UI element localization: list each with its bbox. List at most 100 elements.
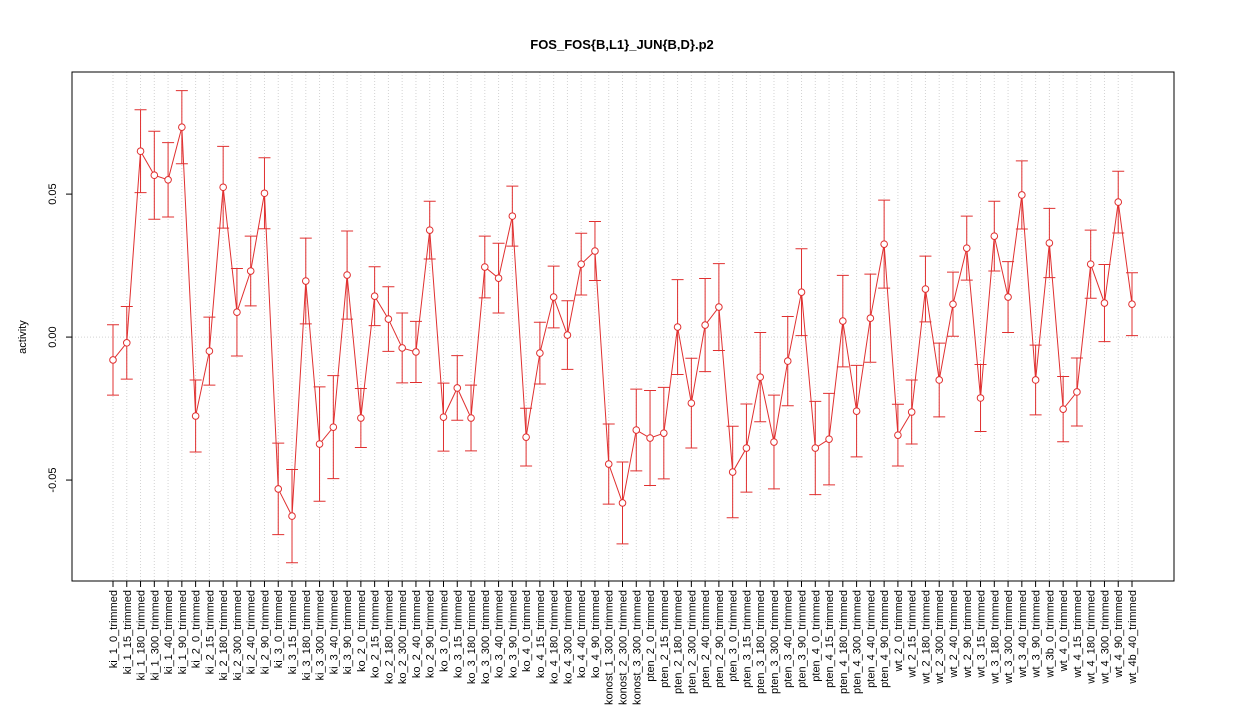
- point: [1100, 299, 1109, 307]
- point: [494, 274, 503, 282]
- x-tick-label: ki_3_180_trimmed: [301, 590, 313, 681]
- x-tick-label: wt_4_180_trimmed: [1086, 590, 1098, 685]
- point: [577, 260, 585, 268]
- point: [150, 171, 159, 180]
- x-tick-label: wt_3_15_trimmed: [976, 590, 988, 678]
- x-tick-label: pten_3_0_trimmed: [728, 590, 740, 682]
- x-tick-label: wt_2_40_trimmed: [948, 590, 960, 678]
- x-tick-label: pten_3_180_trimmed: [755, 590, 767, 694]
- x-tick-label: wt_2_90_trimmed: [962, 590, 974, 678]
- x-tick-label: ko_3_300_trimmed: [480, 590, 492, 684]
- x-tick-label: ki_1_40_trimmed: [163, 590, 175, 674]
- x-tick-label: wt_3_90_trimmed: [1031, 590, 1043, 678]
- x-tick-label: pten_2_180_trimmed: [673, 590, 685, 694]
- x-tick-label: ki_2_90_trimmed: [259, 590, 271, 674]
- x-tick-label: ko_3_40_trimmed: [494, 590, 506, 678]
- x-tick-label: ki_2_180_trimmed: [218, 590, 230, 681]
- point: [646, 434, 654, 442]
- x-tick-label: pten_2_0_trimmed: [645, 590, 657, 682]
- x-tick-label: ki_2_0_trimmed: [191, 590, 203, 668]
- point: [632, 426, 641, 434]
- point: [701, 321, 709, 329]
- point: [935, 376, 944, 384]
- point: [673, 323, 682, 331]
- point: [301, 277, 310, 285]
- x-tick-label: wt_3_180_trimmed: [989, 590, 1001, 685]
- point: [357, 414, 365, 422]
- point: [894, 431, 902, 439]
- x-tick-label: ki_3_15_trimmed: [287, 590, 299, 674]
- x-tick-label: wt_4_300_trimmed: [1099, 590, 1111, 685]
- point: [219, 183, 227, 192]
- point: [866, 314, 875, 323]
- x-tick-label: ko_4_40_trimmed: [576, 590, 588, 678]
- point: [122, 338, 131, 347]
- x-tick-label: wt_4_90_trimmed: [1113, 590, 1125, 678]
- point: [839, 317, 847, 325]
- point: [480, 263, 489, 271]
- point: [136, 147, 145, 156]
- x-tick-label: ko_4_180_trimmed: [549, 590, 561, 684]
- y-tick-label: -0.05: [47, 468, 59, 493]
- point: [880, 240, 888, 248]
- point: [205, 347, 214, 355]
- x-tick-label: pten_2_90_trimmed: [714, 590, 726, 688]
- x-tick-label: ko_2_0_trimmed: [356, 590, 368, 672]
- x-tick-label: ko_4_0_trimmed: [521, 590, 533, 672]
- point: [852, 407, 861, 415]
- point: [1073, 388, 1081, 396]
- x-tick-label: konost_2_300_trimmed: [618, 590, 630, 705]
- point: [687, 399, 696, 407]
- x-tick-label: ko_4_90_trimmed: [590, 590, 602, 678]
- point: [1018, 191, 1026, 199]
- point: [467, 414, 475, 422]
- x-tick-label: wt_4_0_trimmed: [1058, 590, 1070, 672]
- x-tick-label: pten_2_15_trimmed: [659, 590, 671, 688]
- y-tick-label: 0.00: [47, 326, 59, 347]
- point: [329, 423, 338, 431]
- x-tick-label: ki_3_0_trimmed: [273, 590, 285, 668]
- x-tick-label: pten_3_90_trimmed: [797, 590, 809, 688]
- x-tick-label: wt_3_40_trimmed: [1017, 590, 1029, 678]
- x-tick-label: wt_4_15_trimmed: [1072, 590, 1084, 678]
- point: [660, 429, 668, 437]
- chart-title: FOS_FOS{B,L1}_JUN{B,D}.p2: [530, 37, 714, 52]
- x-tick-label: wt_3_300_trimmed: [1003, 590, 1015, 685]
- point: [233, 308, 241, 317]
- point: [412, 348, 420, 356]
- x-tick-label: ki_3_90_trimmed: [342, 590, 354, 674]
- x-tick-label: ko_4_15_trimmed: [535, 590, 547, 678]
- x-tick-label: pten_4_40_trimmed: [865, 590, 877, 688]
- x-tick-label: wt_2_0_trimmed: [893, 590, 905, 672]
- y-tick-label: 0.05: [47, 183, 59, 204]
- point: [549, 293, 558, 301]
- point: [315, 440, 324, 448]
- x-tick-label: ko_3_180_trimmed: [466, 590, 478, 684]
- x-tick-label: wt_4b_40_trimmed: [1127, 590, 1139, 685]
- point: [715, 303, 723, 311]
- point: [288, 512, 296, 520]
- x-tick-label: ki_1_15_trimmed: [122, 590, 134, 674]
- point: [811, 444, 820, 452]
- point: [728, 468, 737, 476]
- point: [783, 357, 792, 365]
- x-tick-label: ko_3_90_trimmed: [507, 590, 519, 678]
- x-tick-label: ko_2_180_trimmed: [383, 590, 395, 684]
- x-tick-label: pten_2_40_trimmed: [700, 590, 712, 688]
- point: [274, 485, 283, 493]
- point: [825, 435, 833, 443]
- x-tick-label: ki_3_300_trimmed: [315, 590, 327, 681]
- x-tick-label: pten_4_90_trimmed: [879, 590, 891, 688]
- point: [191, 412, 200, 420]
- point: [1114, 198, 1123, 206]
- point: [742, 444, 751, 452]
- x-tick-label: konost_3_300_trimmed: [631, 590, 643, 705]
- x-tick-label: ki_1_0_trimmed: [108, 590, 120, 668]
- point: [425, 226, 434, 234]
- x-tick-label: pten_2_300_trimmed: [686, 590, 698, 694]
- x-tick-label: ko_2_40_trimmed: [411, 590, 423, 678]
- point: [439, 413, 448, 421]
- point: [976, 394, 985, 402]
- x-tick-label: ko_4_300_trimmed: [562, 590, 574, 684]
- x-tick-label: pten_3_40_trimmed: [783, 590, 795, 688]
